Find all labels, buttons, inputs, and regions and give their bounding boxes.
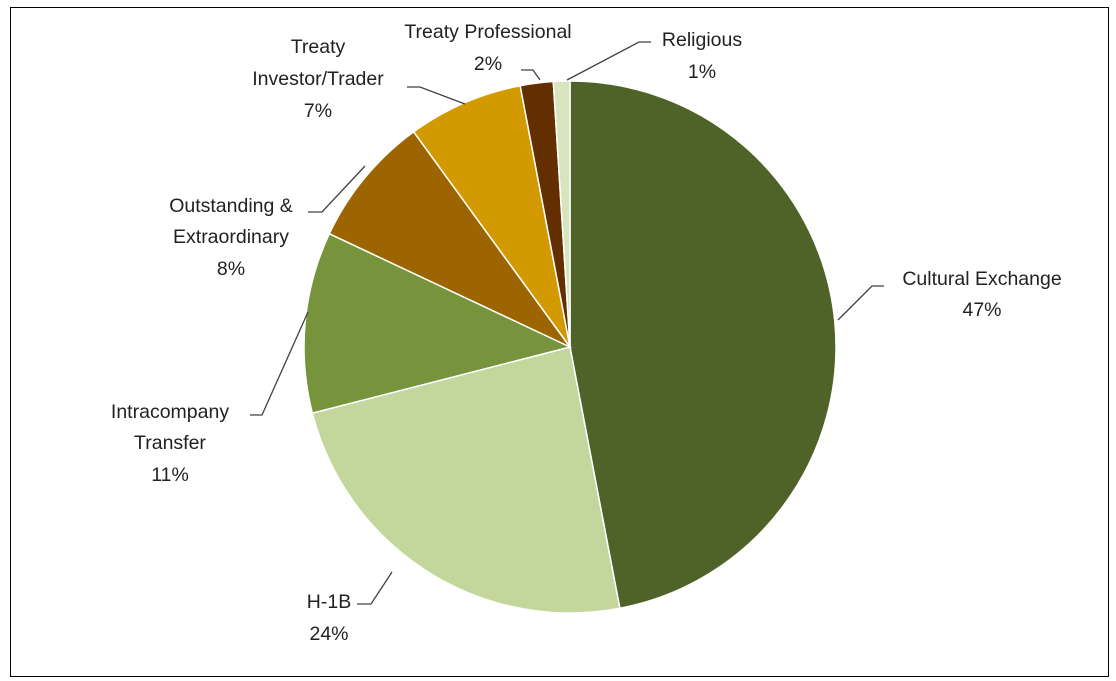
leader-line-intracompany-transfer [250, 311, 309, 416]
label-pct-intracompany-transfer: 11% [151, 464, 189, 486]
label-name-treaty-investor-trader: Treaty [291, 36, 346, 58]
pie-slice-religious [552, 80, 571, 348]
label-treaty-investor-trader: Treaty Investor/Trader 7% [252, 36, 384, 122]
label-name-treaty-professional: Treaty Professional [404, 21, 571, 43]
label-name-h1b: H-1B [307, 591, 351, 613]
label-pct-treaty-professional: 2% [474, 53, 502, 75]
label-pct-religious: 1% [688, 61, 716, 83]
label-intracompany-transfer: Intracompany Transfer 11% [111, 401, 229, 486]
pie-slice-outstanding-extraordinary [328, 130, 571, 348]
label-cultural-exchange: Cultural Exchange 47% [902, 268, 1061, 321]
pie-slice-intracompany-transfer [303, 232, 573, 415]
leader-line-cultural-exchange [837, 285, 884, 321]
label-name-outstanding-extraordinary-2: Extraordinary [173, 226, 289, 248]
label-outstanding-extraordinary: Outstanding & Extraordinary 8% [169, 195, 293, 280]
leader-line-h1b [357, 571, 393, 605]
label-name-intracompany-transfer-2: Transfer [134, 432, 206, 454]
leader-line-treaty-professional [521, 69, 541, 81]
label-religious: Religious 1% [662, 29, 742, 83]
label-name-intracompany-transfer: Intracompany [111, 401, 229, 423]
label-pct-treaty-investor-trader: 7% [304, 100, 332, 122]
label-pct-cultural-exchange: 47% [962, 299, 1001, 321]
pie-slice-cultural-exchange [569, 80, 837, 610]
leader-line-religious [566, 41, 651, 81]
label-name-cultural-exchange: Cultural Exchange [902, 268, 1061, 290]
leader-line-outstanding-extraordinary [308, 165, 366, 213]
leader-line-treaty-investor-trader [407, 86, 466, 105]
pie-slice-h-1b [311, 346, 621, 614]
label-name-treaty-investor-trader-2: Investor/Trader [252, 68, 384, 90]
label-pct-h1b: 24% [309, 623, 348, 645]
label-treaty-professional: Treaty Professional 2% [404, 21, 571, 75]
pie-slices [303, 80, 837, 614]
leader-lines [250, 41, 884, 605]
label-h1b: H-1B 24% [307, 591, 351, 645]
label-pct-outstanding-extraordinary: 8% [217, 258, 245, 280]
pie-slice-treaty-investor-trader [412, 84, 571, 348]
label-name-outstanding-extraordinary: Outstanding & [169, 195, 293, 217]
label-name-religious: Religious [662, 29, 742, 51]
